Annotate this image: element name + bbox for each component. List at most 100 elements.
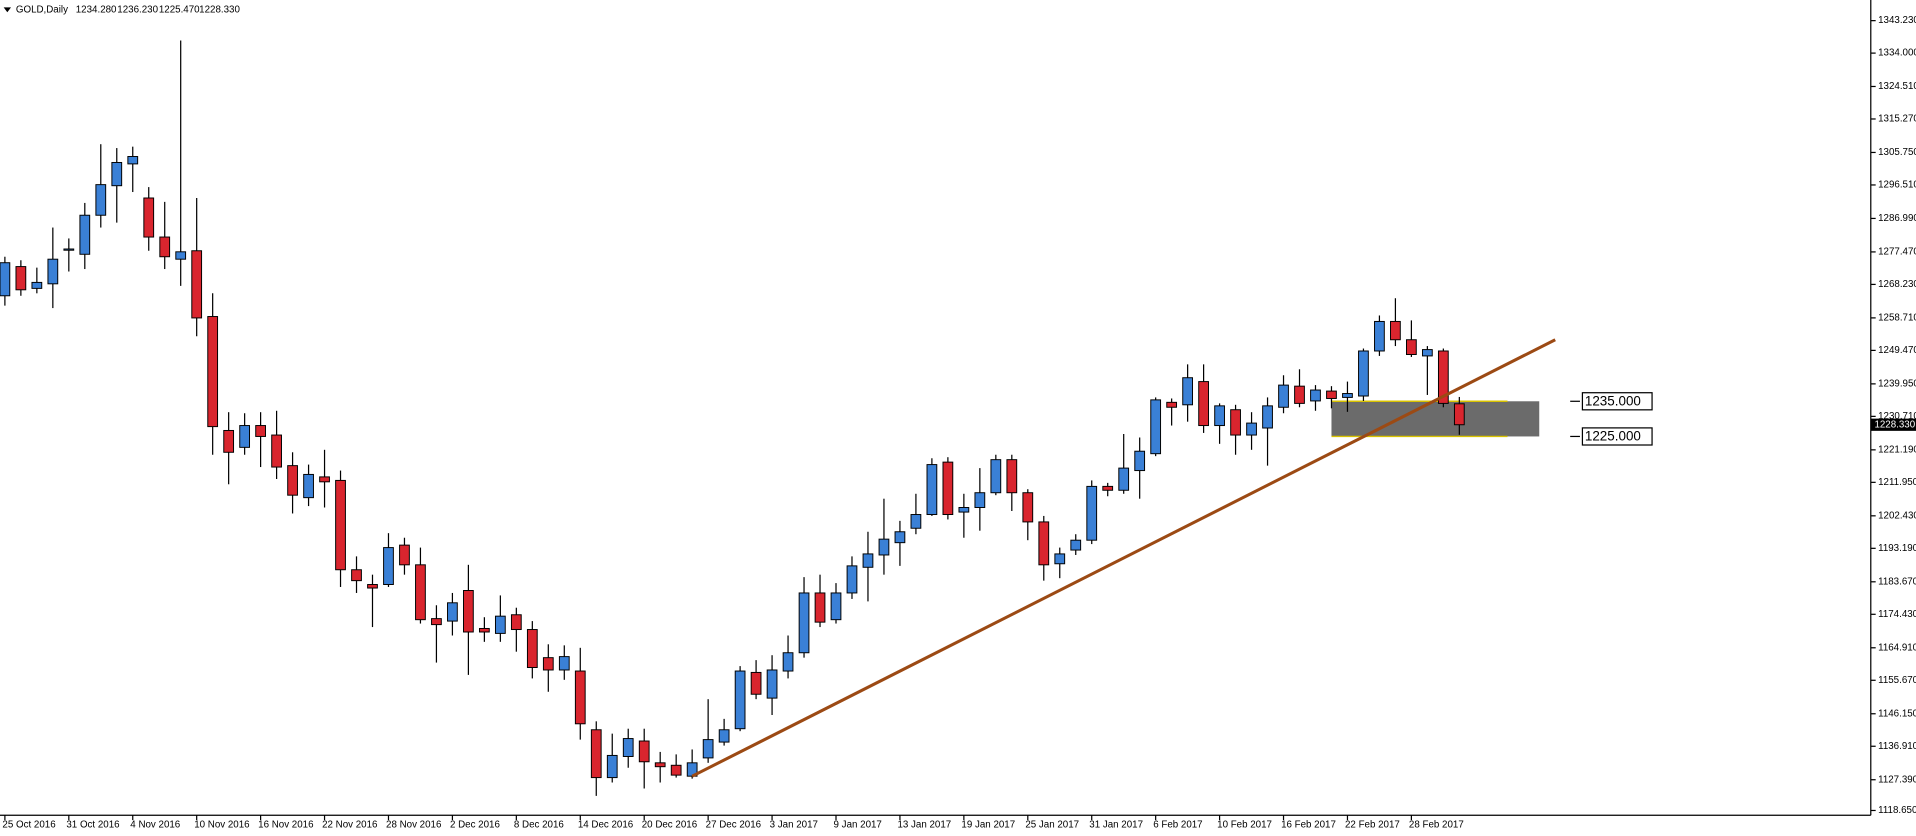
y-tick-label: 1211.950: [1878, 477, 1916, 488]
candle-down: [207, 316, 219, 428]
x-tick-label: 13 Jan 2017: [897, 820, 951, 831]
candle-up: [798, 592, 810, 654]
y-tick-label: 1277.470: [1878, 246, 1916, 257]
candle-down: [351, 569, 362, 582]
x-tick-label: 31 Jan 2017: [1089, 820, 1143, 831]
x-tick-label: 9 Jan 2017: [834, 820, 882, 831]
trendline: [691, 338, 1556, 778]
y-tick-label: 1183.670: [1878, 576, 1916, 587]
x-tick-label: 16 Nov 2016: [258, 820, 313, 831]
y-tick-label: 1334.000: [1878, 48, 1916, 59]
candle-down: [1102, 485, 1114, 491]
candle-up: [1054, 553, 1066, 565]
candle-up: [1421, 349, 1433, 357]
candle-down: [1166, 401, 1178, 408]
candle-down: [1038, 521, 1050, 566]
candle-down: [255, 425, 266, 437]
candle-down: [287, 465, 298, 496]
candle-up: [606, 754, 618, 779]
candle-up: [878, 538, 890, 556]
x-tick-label: 25 Jan 2017: [1025, 820, 1079, 831]
candle-down: [1230, 409, 1241, 436]
candle-up: [1070, 539, 1082, 551]
candle-up: [766, 669, 778, 699]
candle-down: [526, 629, 538, 669]
x-tick-label: 19 Jan 2017: [961, 820, 1015, 831]
candle-up: [1086, 485, 1098, 541]
y-tick-label: 1193.190: [1878, 543, 1916, 554]
y-tick-label: 1118.650: [1878, 805, 1916, 816]
y-tick-label: 1305.750: [1878, 147, 1916, 158]
candle-up: [175, 251, 187, 260]
candle-down: [1326, 390, 1337, 399]
candle-up: [862, 553, 874, 568]
candle-up: [1278, 384, 1289, 408]
y-tick-label: 1174.430: [1878, 609, 1916, 620]
candle-down: [415, 564, 426, 621]
zone: [1331, 401, 1540, 437]
candle-down: [367, 584, 378, 589]
x-tick-label: 25 Oct 2016: [2, 820, 55, 831]
y-tick-label: 1146.150: [1878, 708, 1916, 719]
x-tick-label: 22 Feb 2017: [1345, 820, 1400, 831]
candle-up: [1262, 405, 1273, 429]
header-open: 1234.280: [76, 4, 117, 15]
x-tick-label: 20 Dec 2016: [642, 820, 697, 831]
x-tick-label: 28 Feb 2017: [1409, 820, 1464, 831]
candle-up: [383, 547, 394, 586]
candle-up: [303, 473, 314, 499]
candle-down: [750, 671, 762, 695]
candle-up: [830, 592, 842, 621]
y-tick-label: 1249.470: [1878, 345, 1916, 356]
candle-down: [654, 762, 666, 768]
candle-up: [95, 184, 107, 216]
candle-down: [1453, 403, 1465, 426]
x-tick-label: 6 Feb 2017: [1153, 820, 1202, 831]
level-label: 1235.000: [1585, 393, 1641, 408]
y-tick-label: 1296.510: [1878, 180, 1916, 191]
candle-up: [1134, 450, 1146, 472]
candle-up: [63, 248, 75, 251]
candle-up: [910, 514, 922, 529]
y-tick-label: 1127.390: [1878, 774, 1916, 785]
candle-up: [846, 565, 858, 594]
candle-up: [47, 258, 59, 285]
y-tick-label: 1230.710: [1878, 411, 1916, 422]
candle-down: [1022, 492, 1034, 523]
candle-down: [15, 266, 27, 291]
candle-down: [510, 614, 522, 631]
candle-down: [319, 476, 330, 483]
candle-up: [958, 507, 970, 513]
header-close: 1228.330: [199, 4, 240, 15]
y-tick-label: 1136.910: [1878, 741, 1916, 752]
candle-down: [143, 197, 155, 238]
x-tick-label: 31 Oct 2016: [66, 820, 119, 831]
x-tick-label: 10 Feb 2017: [1217, 820, 1272, 831]
candle-down: [431, 618, 442, 626]
x-tick-label: 14 Dec 2016: [578, 820, 633, 831]
candle-up: [1310, 389, 1321, 402]
candle-up: [894, 531, 906, 544]
level-box: [1581, 427, 1653, 446]
candle-down: [399, 544, 410, 566]
candle-up: [1342, 393, 1353, 398]
candle-down: [223, 429, 235, 453]
candle-up: [494, 615, 506, 634]
menu-arrow[interactable]: [3, 7, 11, 13]
y-tick-label: 1268.230: [1878, 279, 1916, 290]
candle-up: [1246, 422, 1257, 436]
candle-up: [447, 602, 458, 622]
candle-down: [271, 434, 282, 468]
candle-up: [974, 492, 986, 508]
candle-up: [239, 425, 251, 448]
candle-up: [686, 762, 698, 777]
y-tick-label: 1286.990: [1878, 213, 1916, 224]
y-tick-label: 1164.910: [1878, 642, 1916, 653]
candle-up: [734, 670, 746, 730]
current-price-label: 1228.330: [1874, 419, 1915, 430]
current-price-tag: [1870, 418, 1916, 431]
